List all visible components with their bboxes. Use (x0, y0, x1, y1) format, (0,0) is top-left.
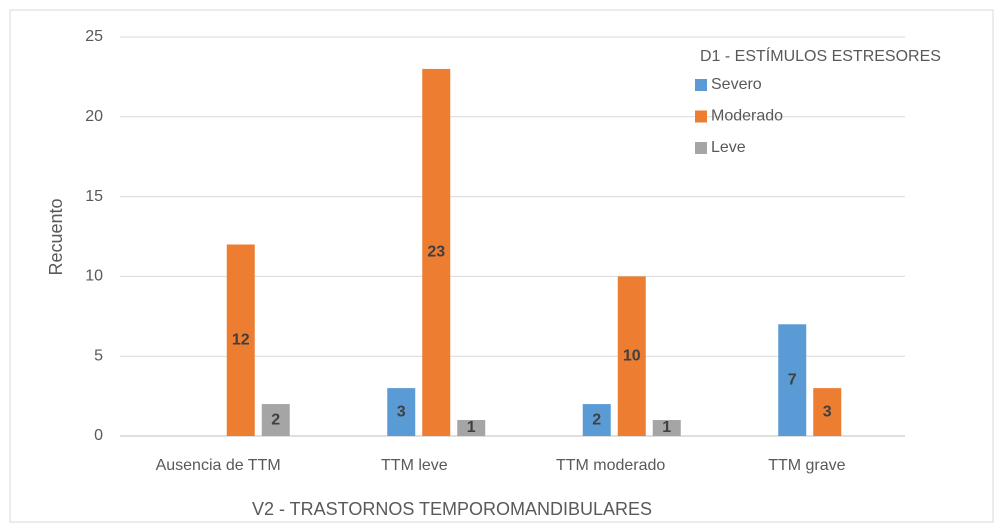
y-tick-label: 5 (94, 347, 103, 364)
data-label: 10 (623, 347, 641, 364)
legend-swatch (695, 110, 707, 123)
data-label: 2 (271, 411, 280, 428)
legend-label: Severo (711, 76, 762, 93)
y-tick-label: 20 (85, 108, 103, 125)
bar (422, 68, 451, 437)
data-label: 23 (427, 244, 445, 261)
data-label: 7 (788, 371, 797, 388)
x-tick-label: Ausencia de TTM (156, 457, 281, 474)
y-tick-label: 0 (94, 427, 103, 444)
bar (226, 244, 255, 436)
data-label: 1 (467, 419, 476, 436)
chart-border (9, 9, 994, 523)
x-tick-label: TTM grave (768, 457, 845, 474)
x-tick-label: TTM moderado (556, 457, 665, 474)
data-label: 12 (232, 331, 250, 348)
bar (617, 276, 646, 436)
bar (778, 324, 807, 436)
bar (582, 404, 611, 436)
data-label: 3 (397, 403, 406, 420)
bar (652, 420, 681, 436)
x-tick-label: TTM leve (381, 457, 448, 474)
bar (387, 388, 416, 436)
legend-label: Moderado (711, 108, 783, 125)
y-axis-title: Recuento (46, 198, 66, 275)
data-label: 1 (662, 419, 671, 436)
bar (813, 388, 842, 436)
x-axis-title: V2 - TRASTORNOS TEMPOROMANDIBULARES (252, 499, 652, 519)
data-label: 3 (823, 403, 832, 420)
bar (457, 420, 486, 436)
bar (261, 404, 290, 436)
legend-label: Leve (711, 139, 746, 156)
data-label: 2 (592, 411, 601, 428)
legend-title: D1 - ESTÍMULOS ESTRESORES (700, 46, 941, 65)
y-tick-label: 15 (85, 188, 103, 205)
y-tick-label: 25 (85, 28, 103, 45)
legend-swatch (695, 79, 707, 91)
legend-swatch (695, 142, 707, 154)
y-tick-label: 10 (85, 268, 103, 285)
